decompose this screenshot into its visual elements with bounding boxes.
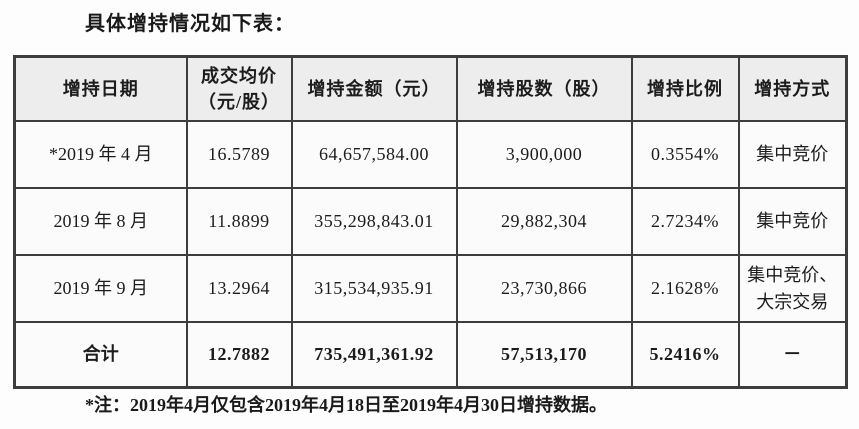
cell-ratio: 0.3554% (630, 120, 740, 189)
table-row-august: 2019 年 8 月 11.8899 355,298,843.01 29,882… (13, 187, 848, 256)
cell-date: 2019 年 9 月 (13, 254, 188, 323)
shareholding-increase-table: 增持日期 成交均价（元/股） 增持金额（元） 增持股数（股） 增持比例 增持方式… (13, 55, 848, 389)
cell-amount: 355,298,843.01 (290, 187, 458, 256)
cell-ratio: 2.7234% (630, 187, 740, 256)
header-method: 增持方式 (737, 55, 848, 122)
page-title: 具体增持情况如下表： (85, 13, 295, 35)
cell-date: 2019 年 8 月 (13, 187, 188, 256)
header-avg-price: 成交均价（元/股） (185, 55, 293, 122)
cell-shares: 29,882,304 (455, 187, 633, 256)
table-row-total: 合计 12.7882 735,491,361.92 57,513,170 5.2… (13, 321, 848, 389)
cell-amount: 735,491,361.92 (290, 321, 458, 389)
footnote: *注：2019年4月仅包含2019年4月18日至2019年4月30日增持数据。 (85, 395, 607, 415)
cell-method: 集中竞价、大宗交易 (737, 254, 848, 323)
cell-ratio: 2.1628% (630, 254, 740, 323)
cell-method: － (737, 321, 848, 389)
cell-ratio: 5.2416% (630, 321, 740, 389)
cell-shares: 3,900,000 (455, 120, 633, 189)
cell-avg-price: 16.5789 (185, 120, 293, 189)
header-shares: 增持股数（股） (455, 55, 633, 122)
table-row-september: 2019 年 9 月 13.2964 315,534,935.91 23,730… (13, 254, 848, 323)
cell-method: 集中竞价 (737, 120, 848, 189)
cell-shares: 23,730,866 (455, 254, 633, 323)
cell-date-total: 合计 (13, 321, 188, 389)
header-ratio: 增持比例 (630, 55, 740, 122)
cell-method: 集中竞价 (737, 187, 848, 256)
cell-avg-price: 12.7882 (185, 321, 293, 389)
cell-amount: 64,657,584.00 (290, 120, 458, 189)
table-row-april: *2019 年 4 月 16.5789 64,657,584.00 3,900,… (13, 120, 848, 189)
cell-avg-price: 11.8899 (185, 187, 293, 256)
header-date: 增持日期 (13, 55, 188, 122)
cell-amount: 315,534,935.91 (290, 254, 458, 323)
cell-date: *2019 年 4 月 (13, 120, 188, 189)
table-header-row: 增持日期 成交均价（元/股） 增持金额（元） 增持股数（股） 增持比例 增持方式 (13, 55, 848, 122)
cell-shares: 57,513,170 (455, 321, 633, 389)
header-amount: 增持金额（元） (290, 55, 458, 122)
cell-avg-price: 13.2964 (185, 254, 293, 323)
